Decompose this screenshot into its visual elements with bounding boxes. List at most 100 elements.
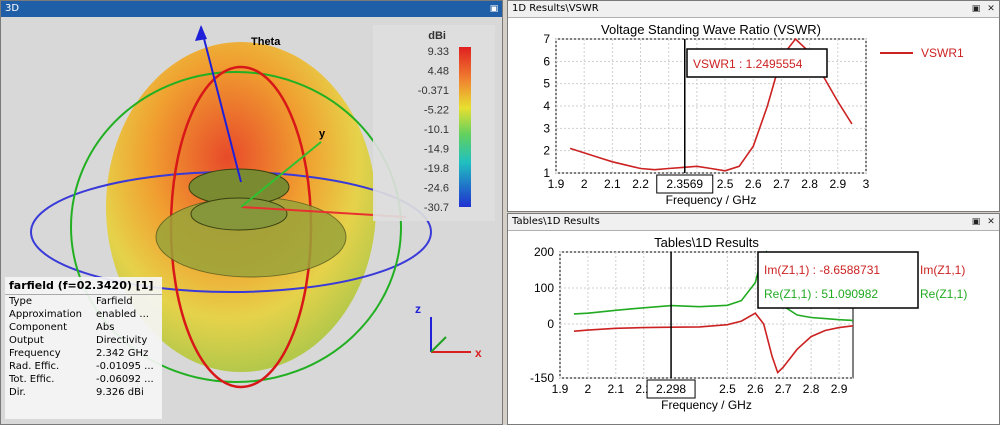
x-tick-label: 2.1 (604, 177, 621, 191)
marker-readout-box (757, 251, 919, 309)
close-icon[interactable]: ✕ (987, 217, 995, 227)
marker-x-box (646, 379, 696, 399)
x-tick-label: 3 (863, 177, 870, 191)
x-tick-label: 2.5 (719, 382, 736, 396)
theta-ring-green (70, 71, 402, 383)
y-axis-label: y (319, 128, 326, 140)
triad-y-axis (430, 336, 447, 353)
info-key: Rad. Effic. (9, 361, 60, 372)
x-tick-label: 1.9 (552, 382, 569, 396)
legend-tick-label: 9.33 (428, 46, 449, 58)
restore-icon[interactable]: ▣ (489, 4, 499, 14)
close-icon[interactable]: ✕ (987, 4, 995, 14)
x-axis-label: Frequency / GHz (666, 193, 757, 207)
impedance-chart[interactable]: Tables\1D Results1.922.12.22.2982.52.62.… (508, 230, 999, 424)
vswr-chart[interactable]: Voltage Standing Wave Ratio (VSWR) 1.9 2 2.… (508, 17, 999, 211)
info-rows: Type Farfield Approximation enabled ... Comp… (5, 295, 162, 399)
info-value: -0.01095 ... (96, 361, 154, 372)
y-tick-label: 0 (547, 317, 554, 331)
chart-title: Tables\1D Results (654, 235, 759, 250)
legend-tick-label: -14.9 (424, 144, 449, 156)
info-row: Rad. Effic. -0.01095 ... (5, 360, 162, 373)
y-tick-label: 200 (534, 245, 554, 259)
triad-x-label: x (475, 346, 482, 360)
legend-label-im: Im(Z1,1) (920, 263, 965, 277)
x-tick-label: 2.7 (775, 382, 792, 396)
x-tick-label: 2 (581, 177, 588, 191)
marker-x-value: 2.298 (656, 382, 686, 396)
info-key: Output (9, 335, 44, 346)
legend-tick-label: -10.1 (424, 124, 449, 136)
x-tick-label: 2.8 (801, 177, 818, 191)
y-tick-label: 1 (543, 166, 550, 180)
color-legend-bar (459, 47, 471, 207)
legend-label-vswr1: VSWR1 (921, 46, 964, 60)
y-axis-arrow (240, 141, 322, 208)
pane-title-3d[interactable]: 3D ▣ (1, 1, 502, 18)
info-row: Approximation enabled ... (5, 308, 162, 321)
vswr-pane[interactable]: 1D Results\VSWR ▣ ✕ Voltage Standing Wav… (507, 0, 1000, 212)
info-value: Farfield (96, 296, 133, 307)
x-axis-label: Frequency / GHz (661, 398, 752, 412)
x-tick-label: 2.8 (803, 382, 820, 396)
y-tick-label: 6 (543, 54, 550, 68)
info-value: 9.326 dBi (96, 387, 144, 398)
farfield-3d-view[interactable]: Theta y dBi 9.33 4.48 -0.371 -5.22 -10.1 -14.… (1, 17, 503, 425)
info-value: enabled ... (96, 309, 149, 320)
x-tick-label: 2.6 (747, 382, 764, 396)
theta-label: Theta (251, 36, 281, 48)
info-key: Dir. (9, 387, 26, 398)
impedance-pane[interactable]: Tables\1D Results ▣ ✕ Tables\1D Results 1… (507, 213, 1000, 425)
info-key: Component (9, 322, 68, 333)
info-row: Frequency 2.342 GHz (5, 347, 162, 360)
color-legend-panel (373, 25, 495, 221)
info-key: Type (9, 296, 32, 307)
farfield-3d-pane[interactable]: 3D ▣ (0, 0, 503, 425)
info-row: Component Abs (5, 321, 162, 334)
x-tick-label: 2.5 (717, 177, 734, 191)
color-legend-unit: dBi (428, 30, 446, 42)
y-tick-label: 2 (543, 144, 550, 158)
triad-z-label: z (415, 302, 421, 316)
pane-title-vswr[interactable]: 1D Results\VSWR ▣ ✕ (508, 1, 999, 18)
legend-tick-label: -30.7 (424, 202, 449, 214)
info-value: 2.342 GHz (96, 348, 149, 359)
info-value: Abs (96, 322, 115, 333)
series-line-vswr1 (569, 37, 853, 172)
legend-tick-label: 4.48 (428, 66, 449, 78)
legend-tick-label: -19.8 (424, 163, 449, 175)
pane-title-impedance[interactable]: Tables\1D Results ▣ ✕ (508, 214, 999, 231)
y-tick-label: 4 (543, 99, 550, 113)
info-value: Directivity (96, 335, 148, 346)
y-tick-label: 5 (543, 77, 550, 91)
z-axis-arrowhead (195, 25, 207, 41)
marker-readout: VSWR1 : 1.2495554 (693, 57, 803, 71)
y-tick-label: 100 (534, 281, 554, 295)
info-key: Frequency (9, 348, 61, 359)
legend-label-re: Re(Z1,1) (920, 287, 967, 301)
x-tick-label: 2.9 (831, 382, 848, 396)
y-tick-label: 7 (543, 32, 550, 46)
pane-title-text: 1D Results\VSWR (512, 3, 599, 14)
legend-tick-label: -5.22 (424, 105, 449, 117)
info-header: farfield (f=02.3420) [1] (5, 277, 162, 295)
x-tick-label: 2.1 (607, 382, 624, 396)
restore-icon[interactable]: ▣ (971, 4, 981, 14)
x-tick-label: 2.9 (829, 177, 846, 191)
chart-title: Voltage Standing Wave Ratio (VSWR) (601, 22, 821, 37)
x-tick-label: 2.7 (773, 177, 790, 191)
antenna-patch-lower (190, 197, 288, 231)
y-tick-label: -150 (530, 371, 554, 385)
pane-title-text: 3D (5, 3, 20, 14)
x-tick-label: 2.2 (632, 177, 649, 191)
info-key: Tot. Effic. (9, 374, 55, 385)
x-tick-label: 2.6 (745, 177, 762, 191)
marker-x-value: 2.3569 (666, 177, 703, 191)
marker-x-box (656, 174, 714, 194)
marker-readout-box (686, 48, 828, 78)
pane-title-text: Tables\1D Results (512, 216, 600, 227)
info-value: -0.06092 ... (96, 374, 154, 385)
z-axis-arrow (200, 26, 242, 183)
restore-icon[interactable]: ▣ (971, 217, 981, 227)
readout-re: Re(Z1,1) : 51.090982 (764, 287, 878, 301)
